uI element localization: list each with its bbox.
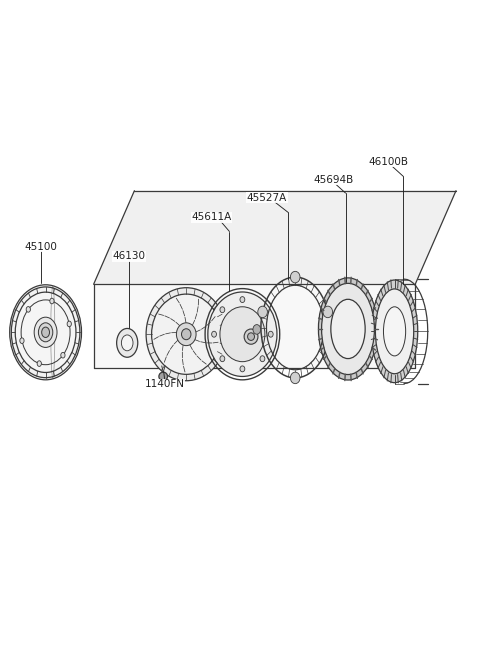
Text: 46130: 46130	[112, 252, 145, 261]
Ellipse shape	[318, 278, 378, 380]
Ellipse shape	[38, 323, 53, 342]
Ellipse shape	[121, 335, 133, 351]
Ellipse shape	[253, 325, 261, 334]
Text: 45527A: 45527A	[247, 193, 287, 203]
Ellipse shape	[208, 292, 277, 377]
Polygon shape	[94, 284, 415, 368]
Ellipse shape	[322, 284, 374, 375]
Ellipse shape	[34, 317, 57, 347]
Ellipse shape	[146, 288, 227, 381]
Ellipse shape	[37, 361, 41, 366]
Text: 45694B: 45694B	[313, 175, 354, 185]
Ellipse shape	[15, 292, 76, 373]
Ellipse shape	[268, 331, 273, 337]
Ellipse shape	[67, 321, 72, 327]
Ellipse shape	[117, 328, 138, 357]
Polygon shape	[94, 191, 456, 284]
Text: 46100B: 46100B	[369, 157, 409, 167]
Ellipse shape	[212, 331, 216, 337]
Ellipse shape	[384, 307, 406, 356]
Ellipse shape	[220, 307, 265, 362]
Ellipse shape	[248, 333, 254, 341]
Ellipse shape	[290, 372, 300, 384]
Ellipse shape	[375, 289, 414, 374]
Ellipse shape	[323, 306, 333, 318]
Ellipse shape	[177, 323, 196, 346]
Ellipse shape	[181, 329, 191, 340]
Ellipse shape	[50, 298, 54, 304]
Text: 45611A: 45611A	[191, 212, 231, 222]
Ellipse shape	[20, 338, 24, 343]
Ellipse shape	[26, 307, 30, 312]
Ellipse shape	[61, 352, 65, 358]
Ellipse shape	[240, 366, 245, 372]
Ellipse shape	[260, 356, 265, 362]
Ellipse shape	[290, 271, 300, 283]
Ellipse shape	[152, 294, 221, 375]
Ellipse shape	[260, 307, 265, 312]
Text: 45100: 45100	[24, 242, 57, 252]
Ellipse shape	[42, 327, 49, 337]
Ellipse shape	[258, 306, 267, 318]
Ellipse shape	[10, 285, 82, 380]
Ellipse shape	[159, 372, 168, 381]
Ellipse shape	[220, 356, 225, 362]
Text: 1140FN: 1140FN	[144, 379, 185, 389]
Ellipse shape	[240, 297, 245, 303]
Ellipse shape	[244, 329, 258, 345]
Ellipse shape	[331, 299, 365, 358]
Ellipse shape	[372, 280, 418, 383]
Ellipse shape	[220, 307, 225, 312]
